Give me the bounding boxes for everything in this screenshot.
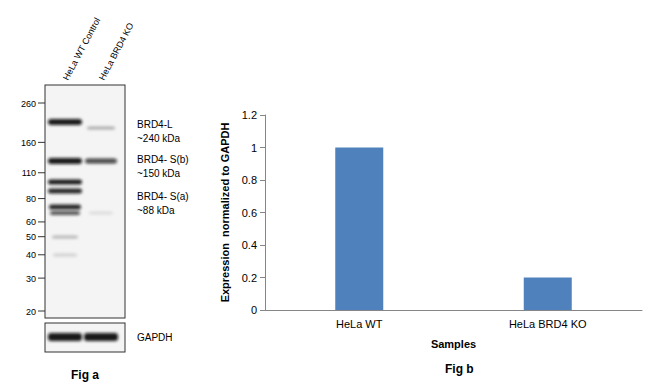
svg-text:0.2: 0.2 <box>242 272 257 284</box>
svg-text:110: 110 <box>22 168 36 178</box>
svg-text:BRD4- S(a): BRD4- S(a) <box>137 191 189 202</box>
svg-text:GAPDH: GAPDH <box>137 332 173 343</box>
svg-text:HeLa WT Control: HeLa WT Control <box>61 16 102 82</box>
svg-text:0.4: 0.4 <box>242 239 257 251</box>
svg-text:~240 kDa: ~240 kDa <box>137 133 181 144</box>
svg-text:Samples: Samples <box>431 338 476 350</box>
svg-text:40: 40 <box>26 250 36 260</box>
svg-text:160: 160 <box>21 138 36 148</box>
svg-text:60: 60 <box>26 217 36 227</box>
svg-text:0.8: 0.8 <box>242 174 257 186</box>
svg-text:1.2: 1.2 <box>242 109 257 121</box>
svg-text:80: 80 <box>26 194 36 204</box>
svg-text:20: 20 <box>26 307 36 317</box>
svg-text:1: 1 <box>251 142 257 154</box>
svg-text:260: 260 <box>21 99 36 109</box>
svg-text:Expression normalized to GAPD: Expression normalized to GAPDH <box>219 123 231 303</box>
svg-text:Fig b: Fig b <box>445 362 474 376</box>
svg-text:~150 kDa: ~150 kDa <box>137 168 181 179</box>
svg-text:HeLa WT: HeLa WT <box>336 318 383 330</box>
svg-text:HeLa BRD4 KO: HeLa BRD4 KO <box>509 318 587 330</box>
svg-text:30: 30 <box>26 274 36 284</box>
svg-text:HeLa BRD4 KO: HeLa BRD4 KO <box>97 21 136 82</box>
svg-text:Fig a: Fig a <box>71 368 99 382</box>
svg-text:BRD4-L: BRD4-L <box>137 119 173 130</box>
svg-text:0.6: 0.6 <box>242 207 257 219</box>
svg-text:~88 kDa: ~88 kDa <box>137 205 175 216</box>
svg-text:0: 0 <box>251 304 257 316</box>
svg-text:50: 50 <box>26 232 36 242</box>
svg-text:BRD4- S(b): BRD4- S(b) <box>137 154 189 165</box>
